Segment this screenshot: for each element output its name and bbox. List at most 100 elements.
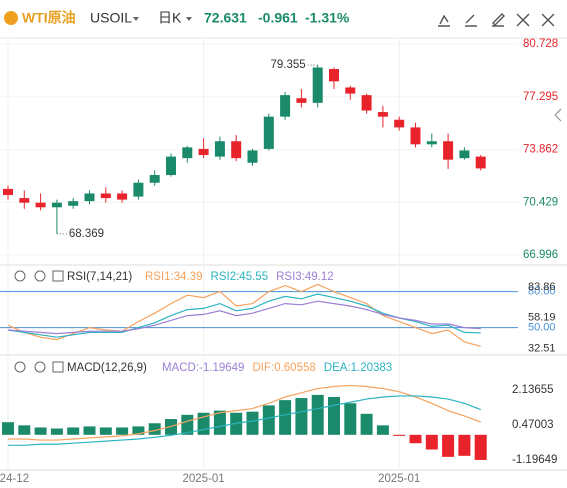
x-tick-label: 2025-01 — [182, 473, 224, 485]
candle-body — [280, 95, 291, 117]
macd-bar — [148, 423, 161, 435]
legend-entry: RSI3:49.12 — [276, 271, 334, 283]
price-change: -0.961 — [258, 10, 298, 26]
period[interactable]: 日K — [158, 10, 182, 26]
macd-bar — [83, 426, 96, 435]
y-tick-label: 77.295 — [523, 91, 558, 103]
macd-title: MACD(12,26,9) — [67, 362, 147, 374]
candle-body — [329, 69, 339, 82]
collapse-icon[interactable] — [554, 108, 562, 122]
candle-body — [35, 202, 46, 208]
low-label: 68.369 — [69, 228, 104, 240]
tool-icon[interactable] — [516, 13, 530, 27]
symbol-icon — [4, 11, 18, 25]
expand-icon[interactable] — [52, 270, 64, 282]
candle-body — [459, 150, 470, 159]
candle-body — [214, 141, 225, 157]
expand-icon[interactable] — [52, 361, 64, 373]
macd-bar — [116, 427, 129, 435]
candle-body — [84, 193, 95, 202]
x-tick-label: 2024-12 — [0, 473, 29, 485]
dropdown-arrow[interactable] — [186, 17, 192, 21]
candle-body — [410, 127, 421, 145]
macd-bar — [50, 428, 63, 435]
candle-body — [198, 148, 209, 156]
y-tick-label: -1.19649 — [512, 454, 557, 466]
candle-body — [312, 67, 323, 103]
candle-body — [377, 112, 388, 117]
symbol-name[interactable]: WTI原油 — [22, 10, 76, 26]
y-tick-label: 80.728 — [523, 38, 558, 50]
y-tick-label: 0.47003 — [512, 419, 554, 431]
panel-icons — [14, 270, 64, 373]
legend-entry: RSI1:34.39 — [145, 271, 203, 283]
candle-body — [475, 156, 486, 169]
tool-icon[interactable] — [492, 13, 505, 27]
candle-body — [149, 175, 160, 183]
tool-icon[interactable] — [465, 14, 477, 27]
candle-body — [51, 202, 62, 208]
macd-bar — [279, 400, 292, 435]
indicator-line — [7, 300, 481, 335]
y-tick-label: 80.00 — [528, 286, 556, 298]
macd-bar — [376, 425, 389, 435]
macd-bar — [99, 427, 112, 435]
indicator-line — [7, 283, 481, 347]
indicator-line — [8, 395, 481, 446]
macd-bar — [18, 425, 31, 435]
price-change-pct: -1.31% — [305, 10, 350, 26]
macd-bar — [328, 396, 340, 435]
y-tick-label: 2.13655 — [512, 384, 554, 396]
macd-bar — [2, 422, 14, 435]
candle-body — [19, 198, 30, 203]
rsi-title: RSI(7,14,21) — [67, 271, 132, 283]
macd-bar — [474, 434, 487, 460]
candle-body — [117, 193, 128, 200]
macd-bar — [360, 413, 373, 435]
candle-body — [394, 119, 405, 128]
macd-bar — [344, 403, 357, 435]
eye-icon[interactable] — [14, 361, 26, 373]
last-price: 72.631 — [204, 10, 247, 26]
toolbar — [438, 13, 555, 27]
legend-entry: MACD:-1.19649 — [162, 362, 244, 374]
close-icon[interactable] — [541, 13, 555, 27]
macd-bar — [409, 434, 422, 444]
macd-bar — [442, 434, 455, 457]
candle-body — [100, 193, 111, 199]
candle-body — [3, 188, 13, 196]
macd-bar — [311, 394, 324, 435]
macd-bar — [458, 434, 471, 456]
macd-bar — [393, 434, 406, 436]
macd-bar — [213, 410, 226, 435]
y-tick-label: 83.86 — [528, 281, 556, 293]
candle-body — [166, 156, 176, 176]
candle-body — [345, 87, 356, 94]
y-tick-label: 58.19 — [528, 312, 556, 324]
macd-bar — [262, 405, 275, 435]
candle-body — [263, 116, 274, 149]
candle-body — [361, 95, 372, 111]
y-tick-label: 70.429 — [523, 196, 558, 208]
symbol-code[interactable]: USOIL — [90, 10, 132, 26]
legend-entry: DEA:1.20383 — [324, 362, 392, 374]
y-tick-label: 66.996 — [523, 249, 558, 261]
candle-body — [68, 201, 79, 206]
settings-icon[interactable] — [34, 361, 46, 373]
settings-icon[interactable] — [34, 270, 46, 282]
candle-body — [247, 150, 258, 163]
candle-body — [296, 98, 307, 103]
legend-entry: DIF:0.60558 — [252, 362, 315, 374]
candle-body — [443, 141, 454, 160]
macd-bar — [34, 427, 47, 435]
high-label: 79.355 — [271, 59, 306, 71]
tool-icon[interactable] — [438, 14, 450, 27]
legend-entry: RSI2:45.55 — [211, 271, 269, 283]
macd-bar — [246, 411, 259, 435]
dropdown-arrow[interactable] — [133, 17, 139, 21]
y-tick-label: 73.862 — [523, 144, 558, 156]
eye-icon[interactable] — [14, 270, 26, 282]
candle-body — [182, 147, 193, 159]
x-tick-label: 2025-01 — [378, 473, 420, 485]
